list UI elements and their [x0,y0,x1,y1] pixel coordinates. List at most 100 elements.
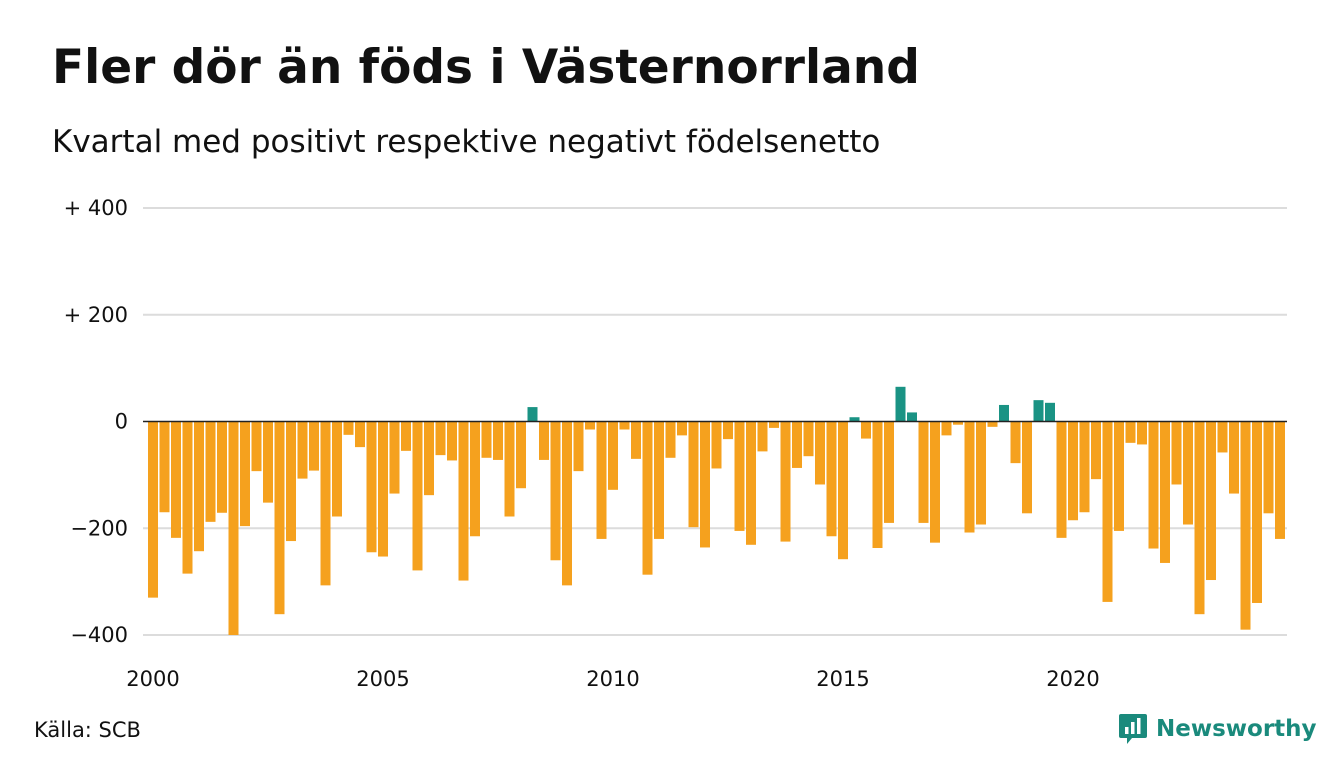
bar-negative [182,421,193,574]
bar-negative [746,421,756,545]
bar-negative [263,421,273,503]
bar-negative [217,421,227,513]
bar-negative [1240,421,1251,630]
bar-negative [240,421,250,527]
bar-negative [424,421,434,496]
bar-negative [953,421,963,425]
bar-negative [1056,421,1067,538]
y-tick-label: −200 [70,516,128,540]
bar-negative [918,421,929,523]
bar-negative [631,421,641,459]
bar-negative [688,421,699,528]
bar-negative [447,421,457,461]
bar-negative [148,421,158,598]
bar-negative [470,421,480,537]
bar-negative [734,421,745,531]
x-tick-label: 2015 [816,667,869,691]
x-tick-label: 2005 [356,667,409,691]
bar-negative [585,421,595,430]
bar-negative [1102,421,1113,602]
bar-negative [964,421,975,533]
bar-negative [596,421,607,539]
bar-negative [389,421,400,494]
x-tick-label: 2020 [1046,667,1099,691]
bar-negative [562,421,572,586]
bar-negative [309,421,319,471]
bar-positive [849,417,860,422]
bar-negative [861,421,871,439]
x-tick-label: 2000 [126,667,179,691]
brand-name: Newsworthy [1156,716,1317,742]
bar-negative [378,421,388,557]
bar-negative [355,421,365,448]
bar-negative [803,421,814,457]
bar-negative [987,421,998,427]
bar-negative [1263,421,1274,514]
y-tick-label: + 400 [64,196,128,220]
grid-lines [143,207,1287,636]
bar-positive [999,404,1009,422]
chart-subtitle: Kvartal med positivt respektive negativt… [52,124,881,160]
bar-negative [711,421,722,469]
bar-positive [1033,400,1044,422]
bar-negative [654,421,664,539]
bar-negative [619,421,630,430]
bar-negative [872,421,883,548]
bar-negative [838,421,848,560]
bar-negative [297,421,308,479]
bar-positive [907,412,917,422]
bar-negative [1183,421,1193,525]
bar-negative [504,421,515,517]
bar-negative [642,421,653,575]
bar-negative [343,421,354,435]
bar-negative [194,421,204,552]
y-tick-label: 0 [115,410,128,434]
bar-negative [1114,421,1124,531]
newsworthy-logo-icon [1119,714,1147,744]
bar-negative [228,421,239,635]
bar-negative [677,421,687,436]
bar-negative [1160,421,1170,563]
bars [148,386,1285,635]
bar-negative [1068,421,1078,521]
bar-negative [539,421,549,460]
bar-negative [1010,421,1021,464]
bar-negative [159,421,170,513]
bar-negative [251,421,262,472]
x-axis-labels: 2000 2005 2010 2015 2020 [126,667,1099,691]
bar-negative [884,421,894,523]
bar-negative [412,421,423,571]
bar-negative [205,421,216,522]
bar-negative [815,421,825,485]
bar-negative [573,421,584,472]
bar-negative [1091,421,1101,480]
y-tick-label: −400 [70,623,128,647]
bar-negative [665,421,676,458]
bar-negative [1252,421,1262,603]
bar-negative [757,421,768,452]
bar-negative [608,421,618,490]
bar-negative [286,421,296,542]
bar-negative [1229,421,1239,494]
bar-negative [723,421,733,440]
bar-negative [274,421,285,615]
y-tick-label: + 200 [64,303,128,327]
bar-negative [516,421,526,489]
bar-negative [332,421,342,517]
bar-negative [1079,421,1090,513]
bar-positive [895,386,906,422]
bar-negative [792,421,802,468]
brand[interactable]: Newsworthy [1118,712,1317,746]
bar-negative [700,421,710,548]
bar-negative [493,421,503,460]
bar-negative [435,421,446,456]
bar-negative [366,421,377,553]
bar-negative [1194,421,1205,615]
bar-chart: + 400 + 200 0 −200 −400 2000 2005 2010 2015 2020 [64,196,1287,691]
bar-negative [458,421,469,581]
chart-title: Fler dör än föds i Västernorrland [52,40,920,95]
bar-negative [401,421,411,451]
bar-negative [1137,421,1147,445]
bar-negative [1022,421,1032,514]
y-axis-labels: + 400 + 200 0 −200 −400 [64,196,128,647]
